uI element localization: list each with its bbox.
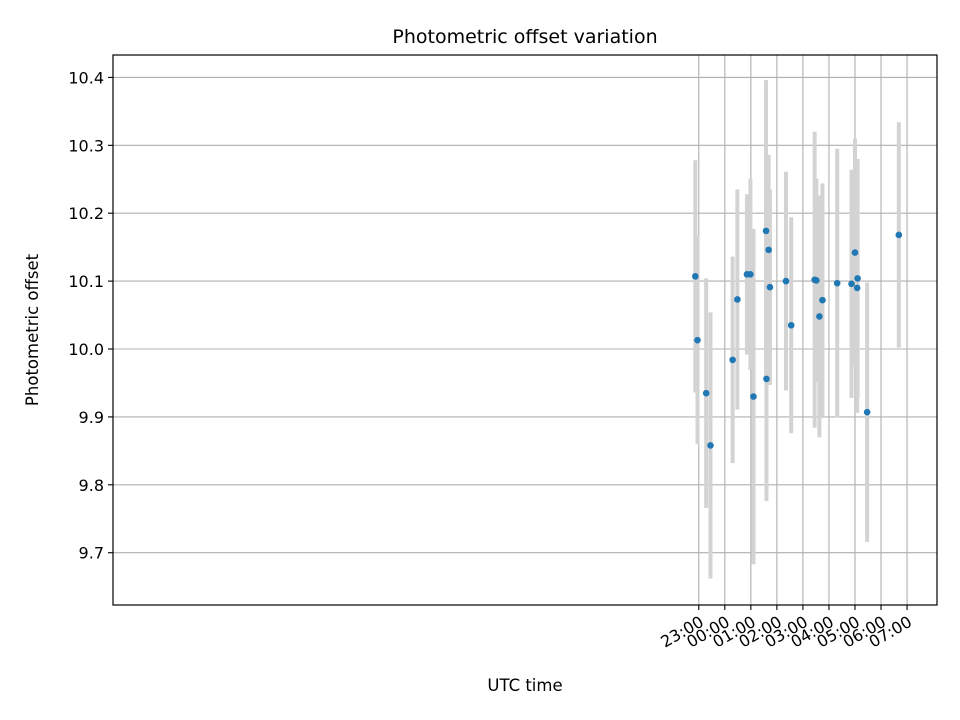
- data-point: [782, 277, 790, 285]
- data-point: [694, 336, 701, 344]
- data-point: [848, 280, 855, 288]
- data-point: [750, 393, 757, 400]
- x-axis-label: UTC time: [487, 676, 562, 695]
- chart-title: Photometric offset variation: [392, 26, 657, 48]
- data-point: [763, 375, 770, 383]
- data-point: [895, 231, 903, 239]
- data-point: [762, 227, 770, 235]
- data-point: [702, 389, 710, 397]
- data-point: [747, 271, 754, 278]
- data-point: [853, 284, 861, 292]
- y-tick-label: 9.9: [79, 408, 104, 427]
- y-tick-label: 9.7: [79, 544, 104, 563]
- y-tick-label: 10.2: [68, 204, 104, 223]
- data-point: [833, 279, 841, 287]
- y-tick-label: 10.3: [68, 136, 104, 155]
- data-point: [765, 246, 772, 254]
- data-point: [787, 321, 795, 329]
- data-point: [813, 277, 820, 284]
- y-tick-label: 10.0: [68, 340, 104, 359]
- data-point: [707, 442, 714, 449]
- y-tick-label: 10.4: [68, 68, 104, 87]
- data-point: [729, 356, 736, 364]
- y-tick-label: 9.8: [79, 476, 104, 495]
- y-axis-label: Photometric offset: [23, 253, 42, 406]
- data-points: [692, 227, 903, 449]
- data-point: [692, 273, 699, 280]
- data-point: [734, 296, 741, 303]
- y-tick-label: 10.1: [68, 272, 104, 291]
- grid: [113, 55, 937, 605]
- data-point: [863, 408, 871, 416]
- plot-frame: [112, 54, 938, 606]
- data-point: [819, 296, 826, 304]
- data-point: [854, 275, 861, 282]
- data-point: [851, 249, 859, 256]
- data-point: [816, 313, 823, 320]
- data-point: [766, 283, 774, 291]
